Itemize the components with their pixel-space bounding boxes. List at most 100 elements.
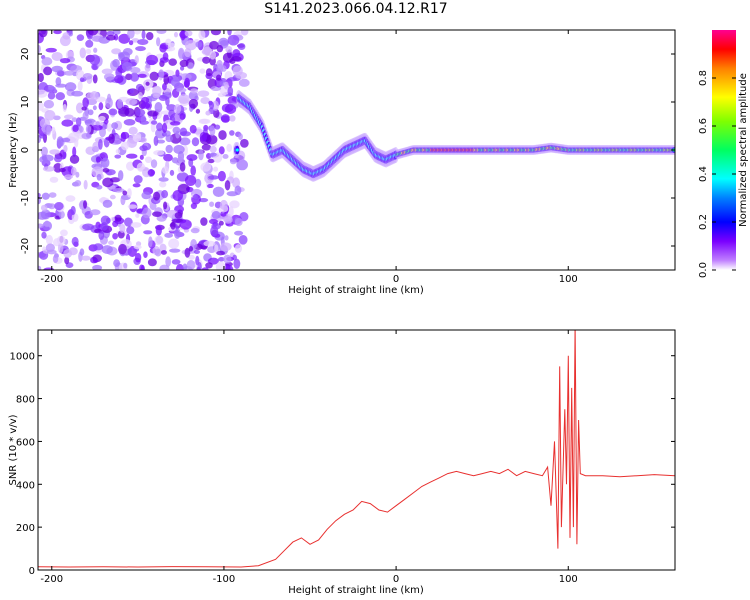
heatmap-speckle — [207, 158, 215, 164]
heatmap-speckle — [81, 132, 92, 140]
heatmap-speckle — [173, 104, 182, 114]
heatmap-speckle — [98, 115, 106, 122]
heatmap-speckle — [163, 201, 168, 210]
colorbar: 0.0 0.2 0.4 0.6 0.8 Normalized spectral ampl… — [698, 30, 749, 278]
heatmap-speckle — [89, 209, 101, 216]
heatmap-speckle — [38, 89, 48, 98]
heatmap-speckle — [85, 124, 92, 134]
heatmap-speckle — [153, 191, 161, 201]
heatmap-speckle — [138, 92, 143, 100]
heatmap-speckle — [91, 124, 103, 131]
heatmap-speckle — [170, 78, 180, 87]
heatmap-speckle — [200, 96, 210, 105]
heatmap-speckle — [38, 44, 41, 54]
heatmap-speckle — [147, 169, 156, 177]
heatmap-speckle — [79, 248, 85, 256]
heatmap-speckle — [87, 109, 94, 116]
heatmap-speckle — [146, 54, 159, 66]
heatmap-speckle — [75, 69, 85, 81]
heatmap-speckle — [63, 249, 73, 258]
heatmap-speckle — [229, 130, 235, 136]
heatmap-speckle — [118, 243, 127, 255]
heatmap-speckle — [211, 211, 221, 219]
heatmap-speckle — [133, 175, 143, 184]
heatmap-speckle — [187, 62, 194, 70]
colorbar-tick-label: 0.6 — [698, 118, 709, 134]
heatmap-speckle — [168, 42, 175, 48]
heatmap-speckle — [152, 211, 162, 217]
y-tick-label: 20 — [20, 48, 31, 61]
heatmap-speckle — [113, 259, 120, 268]
heatmap-speckle — [62, 103, 67, 112]
heatmap-speckle — [179, 59, 189, 68]
x-tick-label: 100 — [559, 274, 578, 285]
heatmap-speckle — [123, 262, 128, 269]
heatmap-speckle — [102, 177, 114, 188]
heatmap-speckle — [240, 30, 249, 36]
heatmap-speckle — [38, 30, 48, 38]
heatmap-speckle — [175, 263, 184, 270]
x-tick-label: 0 — [393, 274, 399, 285]
heatmap-speckle — [161, 166, 169, 174]
heatmap-speckle — [63, 144, 68, 153]
heatmap-speckle — [156, 30, 167, 34]
heatmap-speckle — [114, 75, 124, 84]
spectrogram-x-label: Height of straight line (km) — [288, 285, 424, 296]
heatmap-speckle — [199, 68, 206, 74]
heatmap-speckle — [58, 210, 65, 219]
heatmap-speckle — [44, 109, 56, 121]
heatmap-speckle — [223, 81, 229, 90]
heatmap-speckle — [153, 150, 165, 156]
heatmap-speckle — [54, 155, 63, 163]
heatmap-speckle — [133, 30, 141, 35]
heatmap-speckle — [89, 54, 101, 66]
heatmap-speckle — [120, 131, 130, 140]
heatmap-speckle — [234, 244, 243, 253]
heatmap-speckle — [95, 121, 100, 126]
heatmap-speckle — [92, 64, 98, 70]
chart-title: S141.2023.066.04.12.R17 — [264, 1, 448, 17]
heatmap-speckle — [79, 47, 86, 59]
heatmap-speckle — [144, 64, 151, 72]
heatmap-speckle — [48, 192, 57, 198]
heatmap-speckle — [159, 57, 170, 63]
heatmap-speckle — [38, 102, 44, 111]
heatmap-speckle — [40, 204, 48, 212]
heatmap-speckle — [209, 152, 217, 157]
ridge-core — [235, 148, 239, 152]
heatmap-speckle — [150, 120, 158, 125]
heatmap-speckle — [56, 235, 66, 246]
heatmap-speckle — [77, 80, 83, 92]
y-tick-label: 0 — [29, 566, 35, 577]
heatmap-speckle — [60, 229, 68, 237]
heatmap-speckle — [198, 30, 206, 40]
heatmap-speckle — [49, 176, 59, 183]
heatmap-speckle — [55, 92, 66, 101]
heatmap-speckle — [168, 58, 178, 66]
snr-series-line — [38, 330, 675, 568]
heatmap-speckle — [189, 124, 197, 134]
heatmap-speckle — [40, 146, 48, 157]
heatmap-speckle — [92, 141, 100, 153]
heatmap-speckle — [106, 31, 115, 36]
heatmap-speckle — [154, 248, 162, 257]
heatmap-speckle — [137, 39, 149, 46]
heatmap-speckle — [83, 200, 88, 209]
heatmap-speckle — [105, 34, 116, 41]
heatmap-speckle — [135, 108, 146, 117]
heatmap-speckle — [216, 250, 225, 256]
heatmap-speckle — [205, 262, 213, 269]
heatmap-speckle — [158, 177, 169, 182]
heatmap-speckle — [134, 252, 142, 263]
heatmap-speckle — [54, 201, 64, 211]
heatmap-speckle — [107, 93, 112, 103]
heatmap-speckle — [215, 261, 226, 270]
heatmap-speckle — [141, 96, 150, 104]
spectrogram-y-ticks: -20 -10 0 10 20 — [20, 48, 675, 254]
heatmap-speckle — [53, 30, 62, 35]
heatmap-speckle — [205, 110, 211, 116]
heatmap-speckle — [140, 264, 145, 270]
heatmap-speckle — [38, 192, 41, 198]
heatmap-speckle — [114, 214, 122, 222]
